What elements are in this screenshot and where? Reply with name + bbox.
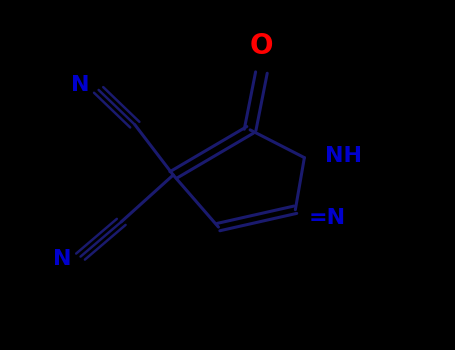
- Text: O: O: [250, 33, 273, 61]
- Text: NH: NH: [325, 146, 362, 166]
- Text: N: N: [53, 249, 71, 269]
- Text: N: N: [71, 75, 90, 95]
- Text: =N: =N: [309, 208, 346, 229]
